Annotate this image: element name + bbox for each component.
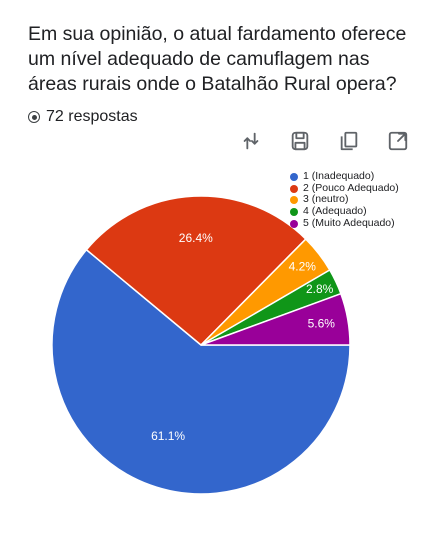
chart-legend: 1 (Inadequado) 2 (Pouco Adequado) 3 (neutr… bbox=[290, 170, 399, 230]
legend-label: 4 (Adequado) bbox=[303, 205, 367, 218]
legend-swatch bbox=[290, 196, 298, 205]
responses-icon bbox=[28, 111, 40, 123]
sort-icon[interactable] bbox=[238, 128, 264, 154]
legend-item-4[interactable]: 4 (Adequado) bbox=[290, 205, 399, 218]
pie-slice-2[interactable] bbox=[85, 195, 307, 347]
slice-label-4: 2.8% bbox=[306, 282, 334, 296]
legend-swatch bbox=[290, 219, 298, 228]
legend-label: 2 (Pouco Adequado) bbox=[303, 181, 399, 194]
slice-label-1: 61.1% bbox=[151, 429, 185, 443]
legend-swatch bbox=[290, 207, 298, 216]
legend-label: 1 (Inadequado) bbox=[303, 170, 375, 182]
responses-text: 72 respostas bbox=[46, 108, 138, 125]
legend-item-5[interactable]: 5 (Muito Adequado) bbox=[290, 216, 399, 230]
pie-slice-5[interactable] bbox=[200, 292, 351, 346]
legend-label: 3 (neutro) bbox=[303, 193, 349, 206]
legend-label: 5 (Muito Adequado) bbox=[303, 216, 395, 229]
save-icon[interactable] bbox=[287, 128, 313, 154]
slice-label-2: 26.4% bbox=[179, 231, 213, 245]
slice-label-3: 4.2% bbox=[289, 260, 317, 274]
legend-swatch bbox=[290, 172, 298, 181]
chart-toolbar bbox=[238, 128, 411, 154]
slice-label-5: 5.6% bbox=[308, 317, 336, 331]
pie-slice-1[interactable] bbox=[51, 248, 351, 495]
legend-item-1[interactable]: 1 (Inadequado) bbox=[290, 170, 399, 183]
responses-count: 72 respostas bbox=[28, 108, 138, 126]
expand-icon[interactable] bbox=[385, 128, 411, 154]
legend-item-2[interactable]: 2 (Pouco Adequado) bbox=[290, 181, 399, 195]
legend-swatch bbox=[290, 184, 298, 193]
question-title: Em sua opinião, o atual fardamento ofere… bbox=[28, 23, 407, 95]
copy-icon[interactable] bbox=[336, 128, 362, 154]
legend-item-3[interactable]: 3 (neutro) bbox=[290, 194, 399, 206]
